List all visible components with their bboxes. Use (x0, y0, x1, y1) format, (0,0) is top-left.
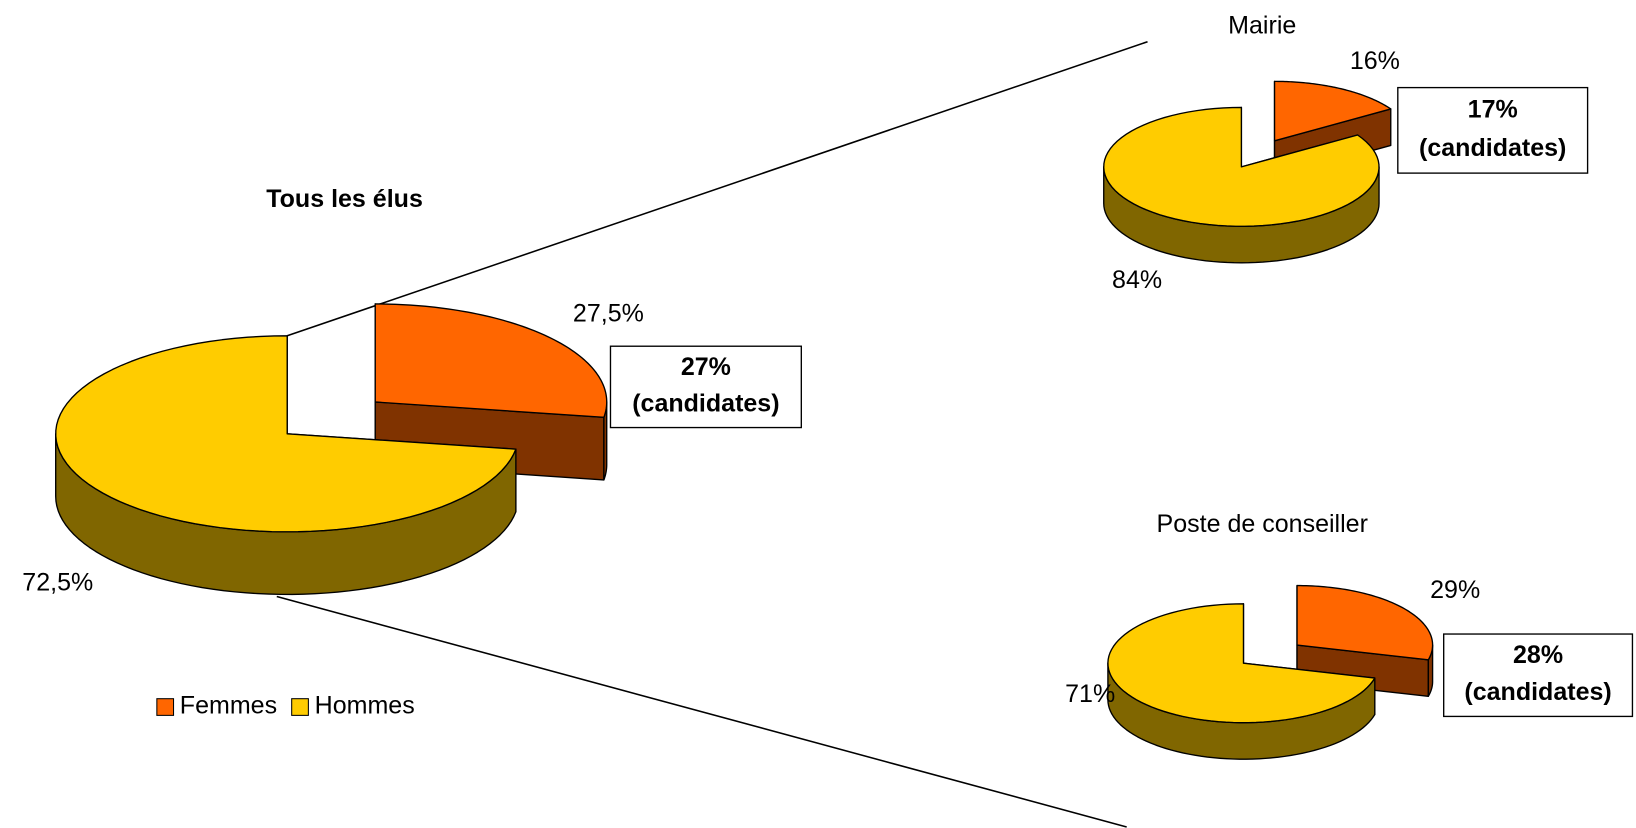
annotation: (candidates) (632, 389, 779, 417)
connector-line (286, 40, 1148, 337)
slice (1296, 584, 1434, 661)
annotation-box (1397, 86, 1589, 174)
annotation: 27% (681, 353, 731, 381)
legend-label: Hommes (315, 692, 415, 720)
annotation-box (1443, 633, 1634, 718)
annotation: 17% (1468, 95, 1518, 123)
slice (374, 303, 608, 418)
data-label: 29% (1430, 576, 1480, 604)
chart-title: Tous les élus (266, 185, 423, 213)
legend-swatch (291, 698, 309, 716)
data-label: 72,5% (22, 569, 93, 597)
data-label: 84% (1112, 266, 1162, 294)
slice (1273, 80, 1392, 142)
data-label: 71% (1065, 680, 1115, 708)
annotation: (candidates) (1419, 134, 1566, 162)
chart-title: Mairie (1228, 12, 1296, 40)
slice (55, 335, 517, 533)
annotation: (candidates) (1464, 678, 1611, 706)
data-label: 27,5% (573, 300, 644, 328)
annotation-box (609, 345, 802, 429)
data-label: 16% (1350, 47, 1400, 75)
connector-line (276, 595, 1127, 828)
legend-label: Femmes (180, 692, 277, 720)
annotation: 28% (1513, 641, 1563, 669)
chart-title: Poste de conseiller (1157, 510, 1368, 538)
slice (1107, 603, 1376, 724)
slice (1103, 106, 1380, 227)
legend-swatch (156, 698, 175, 716)
